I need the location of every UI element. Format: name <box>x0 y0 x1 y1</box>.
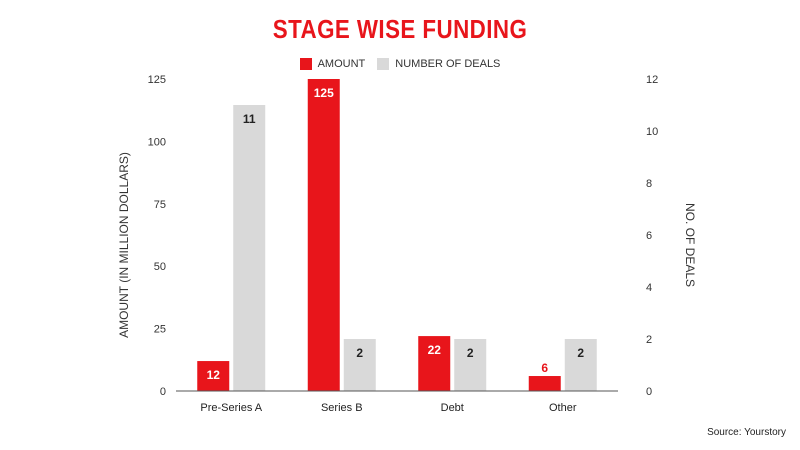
y-axis-ticks-right: 0 2 4 6 8 10 12 <box>646 74 658 398</box>
bar-deals-3 <box>564 339 597 391</box>
y-tick-right-4: 4 <box>646 282 652 294</box>
legend-item-deals: NUMBER OF DEALS <box>377 58 500 70</box>
bar-deals-1 <box>343 339 376 391</box>
data-label-amount-0: 12 <box>207 368 221 382</box>
y-tick-left-50: 50 <box>154 261 166 273</box>
y-tick-left-100: 100 <box>148 136 166 148</box>
bar-amount-2 <box>418 336 451 391</box>
y-tick-left-0: 0 <box>160 386 166 398</box>
y-tick-left-75: 75 <box>154 199 166 211</box>
y-tick-right-10: 10 <box>646 126 658 138</box>
bar-amount-3 <box>528 376 561 391</box>
x-axis-categories: Pre-Series A Series B Debt Other <box>200 402 576 414</box>
data-label-deals-3: 2 <box>577 346 584 360</box>
bar-amount-0 <box>197 361 230 391</box>
legend-label-deals: NUMBER OF DEALS <box>395 58 501 70</box>
legend-swatch-amount <box>299 58 312 70</box>
x-tick-1: Series B <box>321 402 363 414</box>
legend-swatch-deals <box>377 58 390 70</box>
y-tick-right-0: 0 <box>646 386 652 398</box>
y-tick-left-25: 25 <box>154 324 166 336</box>
x-tick-3: Other <box>549 402 577 414</box>
x-tick-0: Pre-Series A <box>200 402 262 414</box>
data-label-deals-2: 2 <box>467 346 474 360</box>
bar-amount-1 <box>307 79 340 391</box>
data-label-amount-3: 6 <box>541 361 548 375</box>
y-tick-right-2: 2 <box>646 334 652 346</box>
y-axis-label-right: NO. OF DEALS <box>683 203 697 287</box>
data-label-amount-1: 125 <box>314 86 334 100</box>
legend-item-amount: AMOUNT <box>299 58 366 70</box>
data-label-deals-1: 2 <box>356 346 363 360</box>
bar-deals-2 <box>454 339 487 391</box>
data-label-deals-0: 11 <box>243 112 256 126</box>
y-tick-right-6: 6 <box>646 230 652 242</box>
data-label-amount-2: 22 <box>428 343 442 357</box>
y-tick-right-8: 8 <box>646 178 652 190</box>
chart-legend: AMOUNT NUMBER OF DEALS <box>0 58 800 70</box>
y-axis-label-left: AMOUNT (IN MILLION DOLLARS) <box>117 152 131 338</box>
x-tick-2: Debt <box>441 402 464 414</box>
y-tick-right-12: 12 <box>646 74 658 86</box>
y-tick-left-125: 125 <box>148 74 166 86</box>
chart-title: STAGE WISE FUNDING <box>272 14 528 44</box>
source-note: Source: Yourstory <box>707 427 786 438</box>
legend-label-amount: AMOUNT <box>317 58 366 70</box>
bar-deals-0 <box>233 105 266 391</box>
y-axis-ticks-left: 0 25 50 75 100 125 <box>148 74 166 398</box>
